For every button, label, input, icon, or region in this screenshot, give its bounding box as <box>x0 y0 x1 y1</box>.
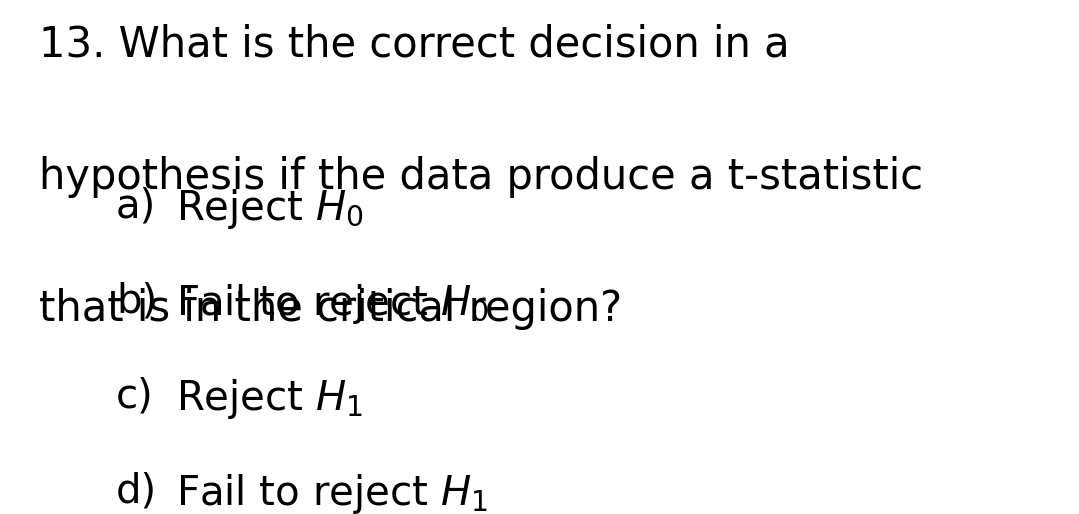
Text: 13. What is the correct decision in a: 13. What is the correct decision in a <box>39 24 790 65</box>
Text: a): a) <box>115 187 156 227</box>
Text: hypothesis if the data produce a t-statistic: hypothesis if the data produce a t-stati… <box>39 156 924 198</box>
Text: b): b) <box>115 282 158 322</box>
Text: Fail to reject $H_0$: Fail to reject $H_0$ <box>176 282 489 326</box>
Text: c): c) <box>115 377 153 417</box>
Text: that is in the critical region?: that is in the critical region? <box>39 288 623 331</box>
Text: Reject $H_1$: Reject $H_1$ <box>176 377 363 420</box>
Text: Reject $H_0$: Reject $H_0$ <box>176 187 364 231</box>
Text: d): d) <box>115 471 158 511</box>
Text: Fail to reject $H_1$: Fail to reject $H_1$ <box>176 471 488 514</box>
